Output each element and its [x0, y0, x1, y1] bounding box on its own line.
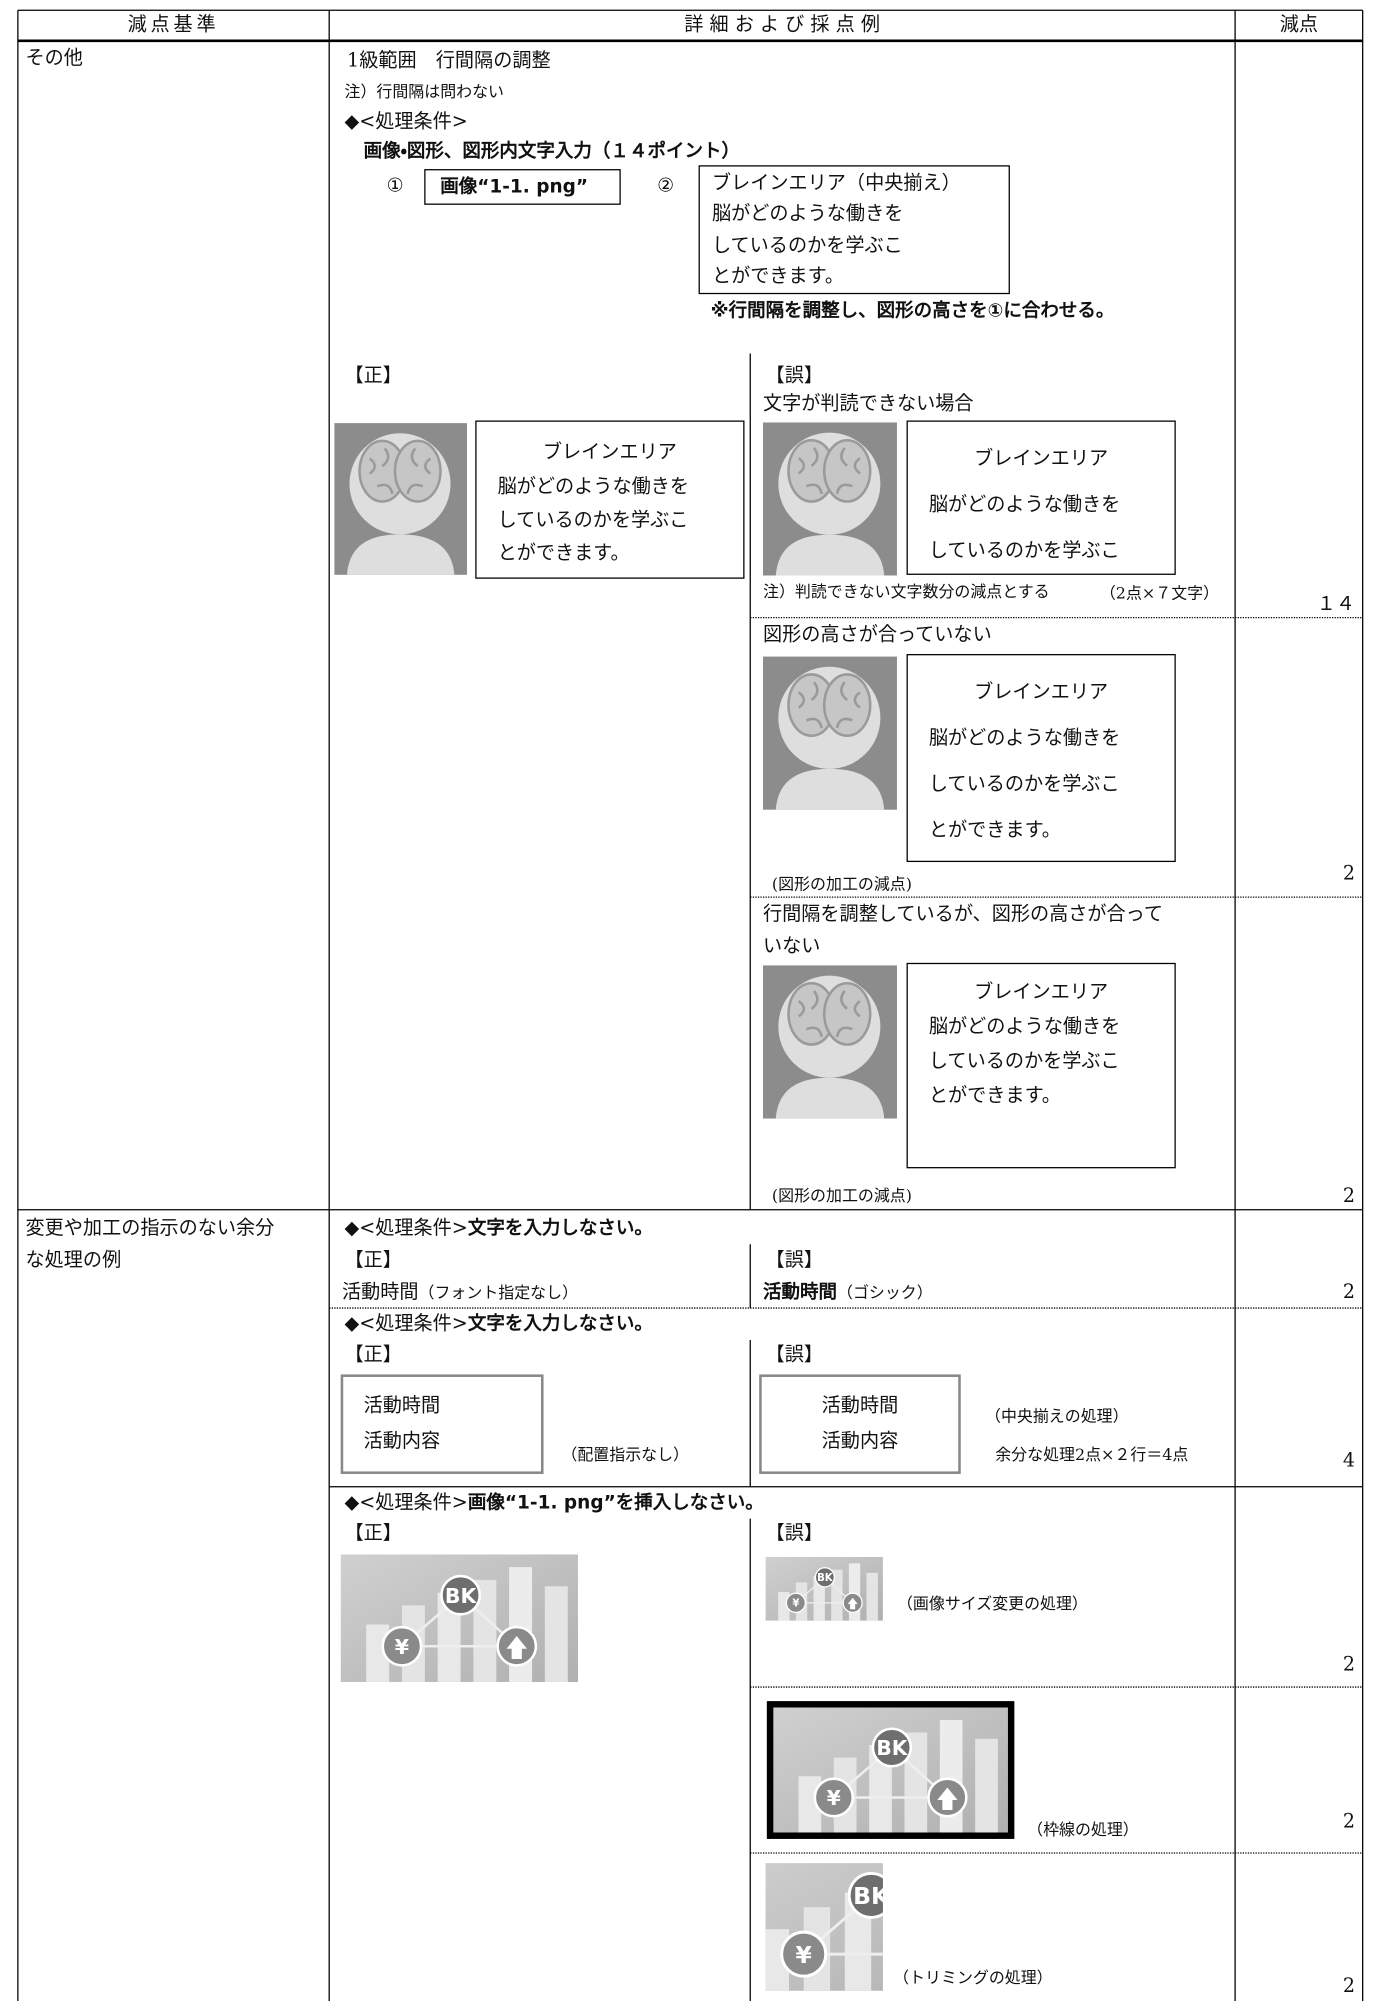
case-note: 注）判読できない文字数分の減点とする	[763, 581, 1050, 602]
condition-prefix: ◆<処理条件>	[344, 1311, 468, 1335]
header-criteria: 減点基準	[127, 12, 220, 36]
instruction: 文字を入力しなさい。	[467, 1314, 653, 1335]
correct-label: 【正】	[344, 363, 402, 387]
intro: 1級範囲 行間隔の調整	[347, 48, 551, 72]
box-line: ブレインエリア	[542, 440, 677, 464]
deduction: 2	[1342, 1652, 1356, 1676]
box-line: とができます。	[928, 818, 1061, 841]
box-line: しているのかを学ぶこ	[928, 772, 1120, 796]
correct-label: 【正】	[344, 1342, 402, 1366]
box-line: しているのかを学ぶこ	[928, 538, 1120, 562]
example-text: 活動時間	[341, 1279, 419, 1303]
chart-image	[765, 1556, 883, 1621]
condition: ◆<処理条件>文字を入力しなさい。	[344, 1216, 652, 1240]
case-calc: （2点×７文字）	[1099, 583, 1220, 603]
box-line: とができます。	[711, 264, 845, 288]
example-note: （トリミングの処理）	[893, 1967, 1053, 1987]
criterion: な処理の例	[25, 1248, 122, 1272]
case-note: (図形の加工の減点)	[771, 874, 912, 894]
brain-image	[334, 422, 467, 576]
intro: 注）行間隔は問わない	[344, 81, 505, 101]
box-line: 脳がどのような働きを	[928, 1014, 1121, 1038]
condition: ◆<処理条件>文字を入力しなさい。	[344, 1312, 652, 1336]
wrong-label: 【誤】	[765, 1248, 823, 1272]
example: 活動時間（フォント指定なし）	[342, 1280, 578, 1304]
deduction: 2	[1342, 861, 1356, 885]
deduction: 2	[1342, 1184, 1356, 1208]
brain-image	[763, 964, 897, 1120]
wrong-label: 【誤】	[765, 1342, 823, 1366]
example: 活動時間（ゴシック）	[763, 1280, 933, 1304]
box-line: しているのかを学ぶこ	[497, 507, 689, 531]
intro: ◆<処理条件>	[344, 109, 468, 133]
example-note: （中央揃えの処理）	[985, 1406, 1129, 1426]
condition-prefix: ◆<処理条件>	[344, 1490, 468, 1514]
box-line: 活動時間	[821, 1393, 899, 1417]
deduction: 2	[1342, 1279, 1356, 1303]
item-label: 画像“1-1. png”	[440, 177, 589, 198]
example-note: （画像サイズ変更の処理）	[896, 1593, 1088, 1614]
intro: 画像・図形、図形内文字入力（１４ポイント）	[363, 141, 740, 163]
item-number: ①	[386, 173, 404, 197]
box-line: ブレインエリア	[974, 680, 1109, 704]
deduction: 2	[1342, 1809, 1356, 1833]
box-line: 脳がどのような働きを	[497, 474, 690, 498]
example-note: 余分な処理2点×２行＝4点	[995, 1444, 1189, 1464]
header-deduction: 減点	[1279, 12, 1319, 36]
wrong-label: 【誤】	[765, 363, 823, 387]
brain-image	[763, 655, 897, 812]
header-detail: 詳 細 お よ び 採 点 例	[684, 12, 880, 36]
box-line: 活動内容	[363, 1429, 441, 1453]
example-note: （枠線の処理）	[1027, 1819, 1139, 1839]
wrong-label: 【誤】	[765, 1521, 823, 1545]
deduction: 4	[1342, 1448, 1356, 1472]
box-line: 活動時間	[363, 1393, 441, 1417]
box-line: 脳がどのような働きを	[711, 201, 904, 225]
example-note: （ゴシック）	[837, 1282, 933, 1302]
brain-image	[763, 422, 897, 576]
example-note: （配置指示なし）	[561, 1444, 690, 1464]
chart-image	[773, 1707, 1008, 1833]
box-line: しているのかを学ぶこ	[928, 1048, 1120, 1072]
box-line: 脳がどのような働きを	[928, 726, 1121, 750]
case-title: 図形の高さが合っていない	[763, 622, 992, 646]
instruction: 画像“1-1. png”を挿入しなさい。	[467, 1493, 764, 1514]
example-text: 活動時間	[763, 1282, 838, 1303]
deduction: 2	[1342, 1974, 1356, 1998]
case-title: 行間隔を調整しているが、図形の高さが合って	[763, 902, 1164, 926]
box-line: ブレインエリア	[974, 446, 1109, 470]
box-line: ブレインエリア	[974, 980, 1109, 1004]
instruction: 文字を入力しなさい。	[467, 1218, 653, 1240]
correct-label: 【正】	[344, 1248, 402, 1272]
deduction: １４	[1316, 592, 1356, 616]
criterion: 変更や加工の指示のない余分	[25, 1216, 275, 1240]
item-title: ブレインエリア（中央揃え）	[711, 171, 961, 194]
case-title: いない	[763, 934, 821, 958]
chart-image	[340, 1554, 578, 1682]
correct-label: 【正】	[344, 1521, 402, 1545]
case-title: 文字が判読できない場合	[763, 391, 974, 415]
note: ※行間隔を調整し、図形の高さを①に合わせる。	[710, 301, 1115, 322]
box-line: 脳がどのような働きを	[928, 492, 1121, 516]
condition: ◆<処理条件>画像“1-1. png”を挿入しなさい。	[344, 1491, 763, 1515]
box-line: とができます。	[928, 1083, 1061, 1107]
box-line: とができます。	[497, 541, 630, 565]
box-line: 活動内容	[821, 1429, 899, 1453]
box-line: しているのかを学ぶこ	[711, 233, 903, 257]
example-note: （フォント指定なし）	[418, 1282, 579, 1302]
case-note: (図形の加工の減点)	[771, 1185, 912, 1205]
item-number: ②	[657, 173, 675, 197]
criterion: その他	[25, 45, 83, 69]
condition-prefix: ◆<処理条件>	[344, 1216, 468, 1240]
